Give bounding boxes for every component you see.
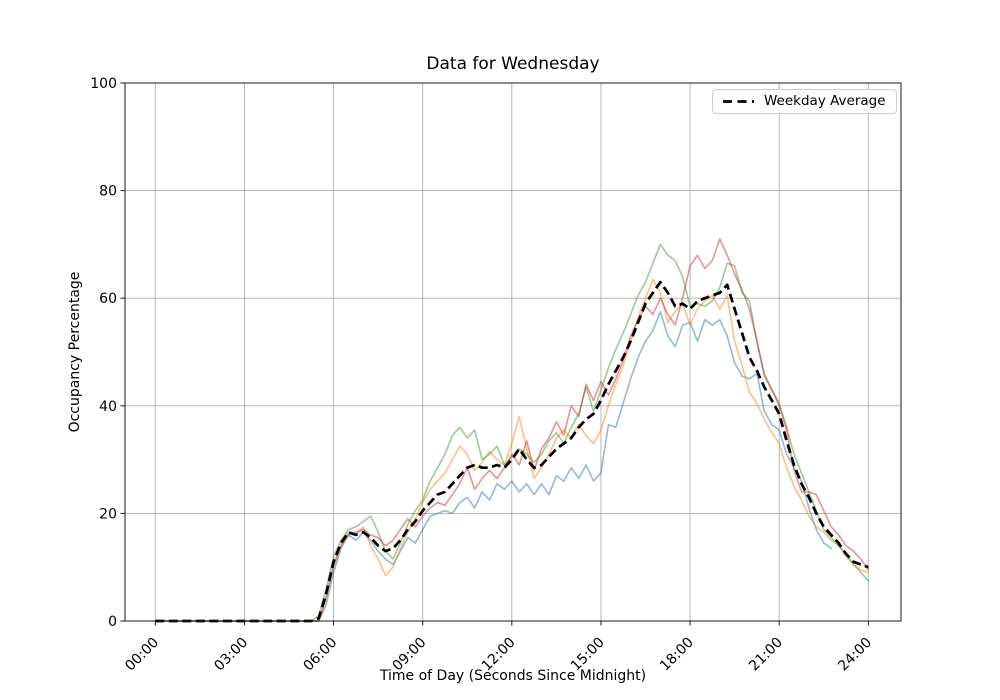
y-tick-label: 20 <box>99 506 117 522</box>
y-tick-label: 60 <box>99 291 117 307</box>
x-axis-label: Time of Day (Seconds Since Midnight) <box>379 668 647 684</box>
y-axis-label-text: Occupancy Percentage <box>67 271 83 433</box>
legend: Weekday Average <box>712 89 897 114</box>
y-tick-label: 0 <box>108 614 117 630</box>
chart-title: Data for Wednesday <box>426 54 600 74</box>
y-tick-label: 100 <box>90 76 117 92</box>
dashed-line-icon <box>723 99 754 103</box>
y-tick-label: 40 <box>99 399 117 415</box>
plot-border <box>124 82 902 622</box>
legend-label: Weekday Average <box>764 93 886 109</box>
y-tick-label: 80 <box>99 184 117 200</box>
